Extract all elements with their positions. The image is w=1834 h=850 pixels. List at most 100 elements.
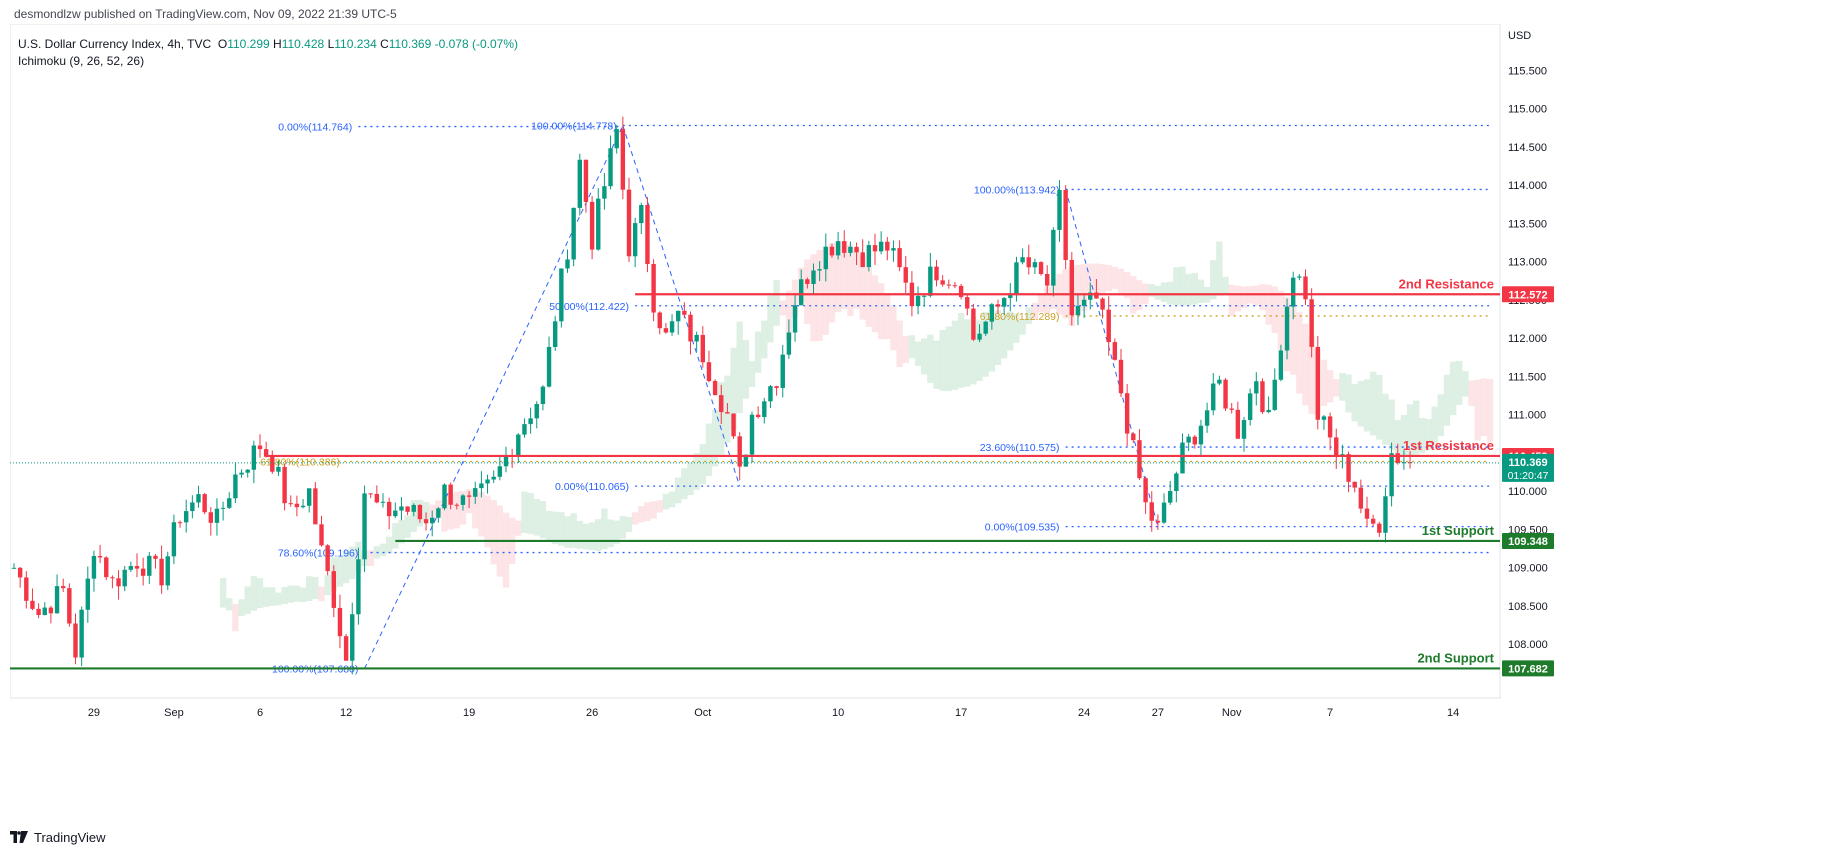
candle-body (835, 241, 841, 256)
candle-body (762, 401, 767, 417)
candle-body (73, 623, 78, 658)
candle-body (270, 456, 275, 472)
candle-body (805, 279, 810, 285)
cloud-segment (1345, 374, 1352, 413)
candle-body (768, 386, 773, 402)
indicator-label[interactable]: Ichimoku (9, 26, 52, 26) (18, 54, 145, 68)
cloud-segment (349, 546, 356, 580)
cloud-segment (1117, 268, 1125, 294)
candle-body (1395, 453, 1400, 463)
price-chart[interactable]: 0.00%(114.764) 100.00%(114.778) 61.80%(110… (10, 24, 1834, 824)
candle-body (153, 555, 158, 559)
cloud-segment (921, 338, 928, 375)
cloud-segment (1296, 312, 1303, 394)
candle-body (24, 577, 29, 601)
candle-body (497, 466, 503, 477)
cloud-segment (810, 254, 817, 342)
cloud-segment (226, 598, 233, 611)
cloud-segment (601, 508, 608, 550)
candle-body (952, 285, 958, 287)
price-tick-label: 114.500 (1508, 142, 1547, 154)
candle-body (227, 498, 232, 508)
candle-body (1327, 416, 1333, 438)
candle-body (780, 354, 785, 388)
cloud-segment (871, 275, 879, 333)
cloud-segment (1080, 264, 1088, 311)
cloud-segment (1173, 267, 1180, 306)
candle-body (177, 522, 183, 524)
cloud-segment (927, 334, 934, 383)
candle-body (319, 524, 324, 546)
cloud-segment (1271, 286, 1278, 334)
candle-body (48, 607, 54, 614)
candle-body (922, 295, 927, 297)
cloud-segment (681, 468, 688, 500)
cloud-segment (834, 241, 842, 313)
cloud-segment (398, 520, 405, 544)
candle-body (491, 476, 496, 480)
cloud-segment (576, 520, 583, 549)
candle-body (688, 314, 693, 342)
candle-body (823, 246, 828, 270)
cloud-segment (859, 255, 866, 320)
candle-body (743, 454, 749, 467)
candle-body (1346, 454, 1351, 482)
cloud-segment (1308, 336, 1315, 414)
cloud-segment (552, 511, 559, 545)
candle-body (1161, 502, 1167, 523)
candle-body (503, 455, 509, 467)
time-tick-label: 14 (1447, 707, 1459, 719)
cloud-segment (687, 462, 694, 496)
cloud-segment (527, 492, 534, 535)
time-tick-label: 24 (1078, 707, 1090, 719)
candle-body (1377, 523, 1382, 533)
candle-body (1069, 259, 1074, 316)
price-axis[interactable]: 108.000108.500109.000109.500110.000110.5… (10, 65, 1554, 677)
cloud-segment (933, 340, 940, 389)
candle-body (872, 245, 878, 252)
candle-body (30, 600, 35, 609)
cloud-segment (472, 489, 479, 529)
cloud-segment (1351, 384, 1358, 422)
candle-body (1260, 381, 1265, 413)
candle-body (1247, 393, 1253, 421)
candle-body (485, 479, 490, 484)
symbol-line: U.S. Dollar Currency Index, 4h, TVC O110… (18, 36, 518, 53)
candle-body (700, 334, 705, 363)
level-name: 1st Resistance (1403, 438, 1494, 453)
candle-body (460, 495, 466, 505)
cloud-segment (668, 491, 676, 508)
cloud-segment (385, 536, 393, 554)
high-label: H (273, 37, 282, 51)
candle-body (202, 494, 207, 513)
cloud-segment (1474, 379, 1481, 441)
time-tick-label: 27 (1152, 707, 1164, 719)
level-name: 2nd Resistance (1399, 276, 1494, 291)
candle-body (589, 201, 595, 250)
cloud-segment (521, 491, 528, 534)
cloud-segment (1210, 260, 1217, 300)
cloud-segment (1037, 294, 1045, 313)
time-axis[interactable]: 29 Sep 6 12 19 26 Oct 10 17 24 27 Nov 7 14 (88, 707, 1459, 719)
candle-body (977, 333, 982, 340)
candle-body (811, 270, 816, 285)
cloud-segment (908, 335, 916, 359)
cloud-segment (392, 523, 399, 549)
cloud-segment (613, 520, 620, 544)
fib-label: 0.00%(109.535) (985, 522, 1060, 534)
candle-body (1124, 393, 1130, 434)
candle-body (350, 614, 355, 661)
cloud-segment (422, 501, 430, 522)
candle-body (903, 267, 908, 283)
candle-body (915, 295, 921, 307)
candle-body (774, 386, 779, 388)
cloud-segment (1437, 394, 1444, 437)
candle-body (454, 504, 459, 506)
cloud-segment (1302, 323, 1309, 406)
cloud-segment (1326, 370, 1334, 403)
cloud-segment (970, 316, 977, 385)
candle-body (79, 609, 84, 658)
cloud-segment (1419, 418, 1426, 454)
cloud-segment (730, 347, 737, 430)
cloud-segment (558, 512, 565, 546)
